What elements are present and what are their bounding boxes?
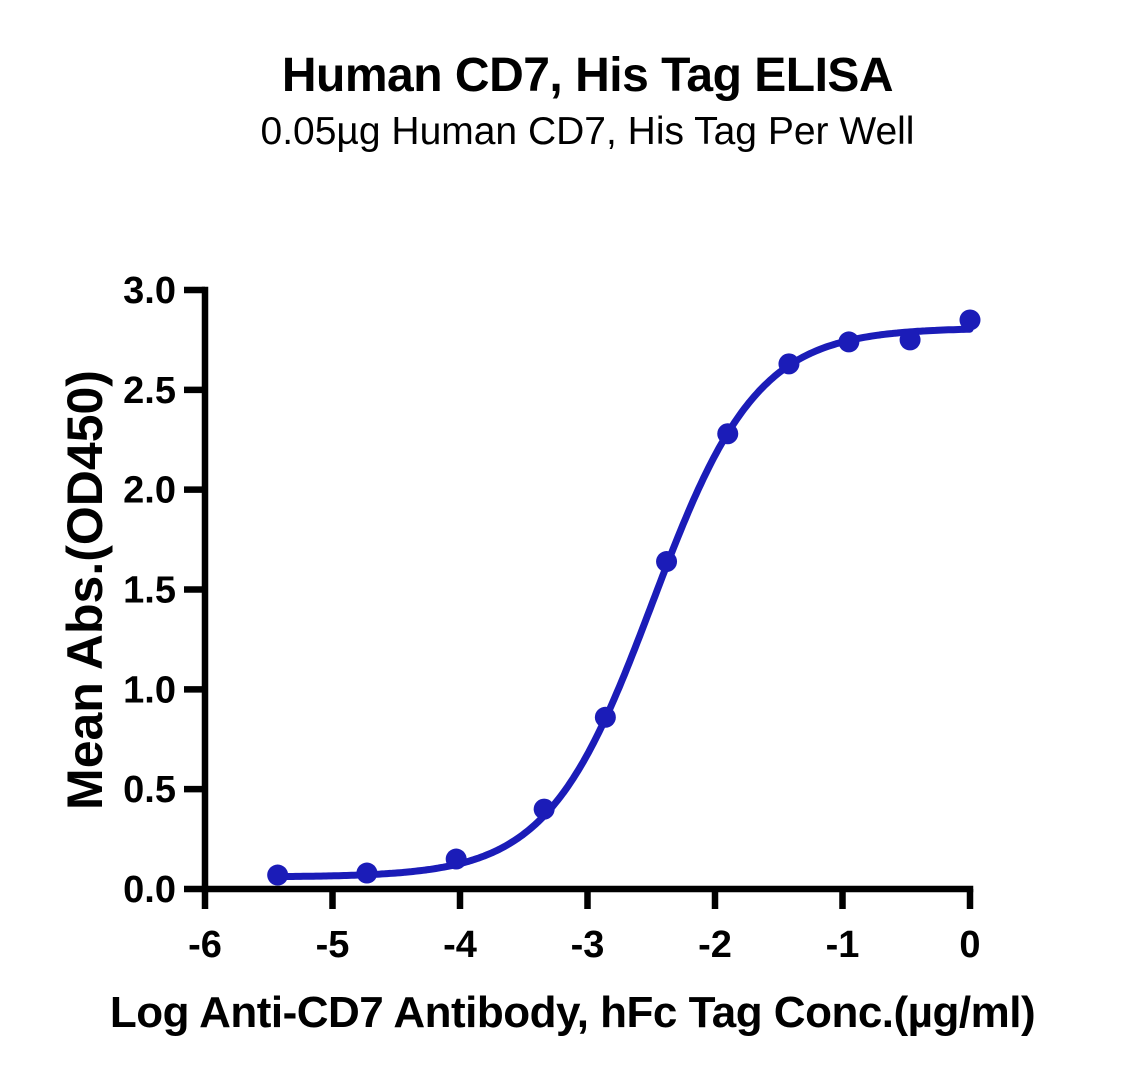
x-axis-label: Log Anti-CD7 Antibody, hFc Tag Conc.(µg/… xyxy=(109,988,1036,1037)
y-tick-label: 1.0 xyxy=(123,669,176,711)
data-point xyxy=(656,551,678,573)
x-tick-label: 0 xyxy=(959,924,980,966)
x-tick-label: -2 xyxy=(698,924,732,966)
y-axis-label: Mean Abs.(OD450) xyxy=(57,370,113,810)
chart-title: Human CD7, His Tag ELISA xyxy=(281,49,894,102)
y-tick-label: 2.0 xyxy=(123,470,176,512)
y-tick-label: 0.0 xyxy=(123,869,176,911)
data-point xyxy=(356,862,378,884)
x-tick-label: -6 xyxy=(188,924,222,966)
data-point xyxy=(959,309,981,331)
y-tick-label: 3.0 xyxy=(123,270,176,312)
data-point xyxy=(445,848,467,870)
data-point xyxy=(267,864,289,886)
y-tick-label: 2.5 xyxy=(123,370,176,412)
x-tick-label: -5 xyxy=(316,924,350,966)
axes: 0.0 0.5 1.0 1.5 2.0 2.5 3.0 -6 -5 -4 -3 -2 -1 0 xyxy=(123,270,980,966)
data-point xyxy=(717,423,739,445)
x-tick-label: -4 xyxy=(443,924,477,966)
y-tick-label: 0.5 xyxy=(123,769,176,811)
data-point xyxy=(778,353,800,375)
data-point xyxy=(533,798,555,820)
data-point xyxy=(838,331,860,353)
dose-response-curve xyxy=(274,325,974,881)
y-tick-label: 1.5 xyxy=(123,570,176,612)
data-point xyxy=(594,706,616,728)
data-point xyxy=(899,329,921,351)
x-tick-label: -1 xyxy=(826,924,860,966)
x-tick-label: -3 xyxy=(571,924,605,966)
chart-subtitle: 0.05µg Human CD7, His Tag Per Well xyxy=(260,110,915,153)
data-points xyxy=(267,309,981,886)
